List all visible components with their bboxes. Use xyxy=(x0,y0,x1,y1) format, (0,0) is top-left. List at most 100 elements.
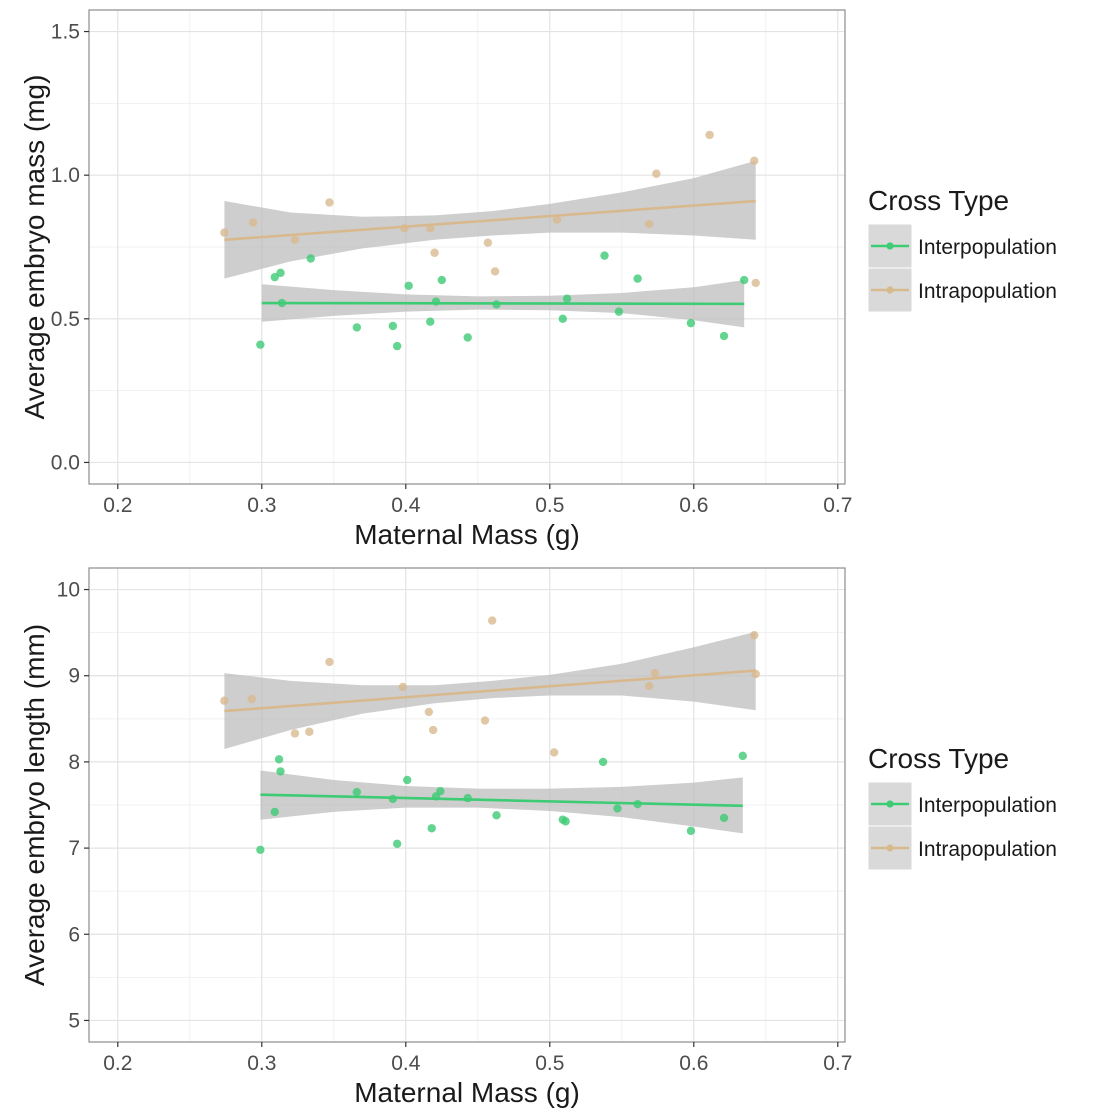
legend-entry-label: Intrapopulation xyxy=(918,838,1057,861)
data-point xyxy=(719,813,729,823)
data-point xyxy=(633,274,642,283)
data-point xyxy=(750,631,759,640)
data-point xyxy=(644,681,654,691)
data-point xyxy=(480,716,490,725)
data-point xyxy=(437,275,446,285)
data-point xyxy=(740,275,749,285)
data-point xyxy=(686,826,696,836)
data-point xyxy=(325,657,334,667)
series-intrapopulation-points xyxy=(220,130,760,288)
fit-line-interpopulation xyxy=(260,793,743,808)
data-point xyxy=(492,811,501,820)
data-point xyxy=(614,307,624,316)
y-tick-label: 0.5 xyxy=(51,308,80,331)
data-point xyxy=(290,729,300,738)
legend-key-point xyxy=(886,844,894,852)
y-tick-label: 10 xyxy=(57,579,80,602)
series-interpopulation-points xyxy=(256,251,749,351)
legend-title: Cross Type xyxy=(868,185,1009,216)
data-point xyxy=(562,294,572,303)
fit-line-intrapopulation xyxy=(224,199,756,242)
confidence-band-interpopulation xyxy=(260,770,743,834)
data-point xyxy=(325,198,334,207)
fit-line-intrapopulation xyxy=(224,669,756,713)
x-tick-label: 0.2 xyxy=(103,1052,132,1075)
data-point xyxy=(276,767,285,776)
data-point xyxy=(305,727,314,736)
legend-key-point xyxy=(886,242,894,250)
data-point xyxy=(613,804,622,813)
y-tick-label: 9 xyxy=(68,665,80,688)
data-point xyxy=(403,775,412,785)
data-point xyxy=(424,707,434,717)
y-tick-label: 6 xyxy=(68,923,80,946)
x-tick-label: 0.5 xyxy=(535,1052,564,1075)
data-point xyxy=(598,757,608,767)
data-point xyxy=(490,267,500,276)
data-point xyxy=(270,272,279,282)
data-point xyxy=(751,278,760,288)
data-point xyxy=(427,824,436,833)
data-point xyxy=(436,787,445,796)
x-tick-label: 0.7 xyxy=(823,494,852,517)
series-interpopulation-points xyxy=(256,751,747,855)
panel-border xyxy=(88,567,846,1043)
x-tick-label: 0.4 xyxy=(391,1052,421,1075)
data-point xyxy=(750,156,759,166)
y-tick-label: 7 xyxy=(68,837,80,860)
data-point xyxy=(488,616,497,625)
data-point xyxy=(483,238,493,247)
data-point xyxy=(276,268,285,278)
data-point xyxy=(306,254,315,263)
data-point xyxy=(705,130,714,140)
data-point xyxy=(220,228,229,237)
data-point xyxy=(220,696,229,705)
data-point xyxy=(652,169,661,178)
y-axis-title: Average embryo length (mm) xyxy=(19,624,50,986)
data-point xyxy=(600,251,609,260)
data-point xyxy=(248,218,258,227)
y-tick-label: 1.0 xyxy=(51,164,80,187)
data-point xyxy=(392,341,402,351)
series-intrapopulation-points xyxy=(220,616,760,757)
data-point xyxy=(686,318,696,328)
x-tick-label: 0.3 xyxy=(247,1052,276,1075)
x-axis-title: Maternal Mass (g) xyxy=(354,1077,580,1108)
x-tick-label: 0.6 xyxy=(679,1052,708,1075)
legend-title: Cross Type xyxy=(868,743,1009,774)
legend-key-point xyxy=(886,286,894,294)
data-point xyxy=(549,748,559,757)
y-tick-label: 8 xyxy=(68,751,80,774)
y-tick-label: 5 xyxy=(68,1009,80,1032)
data-point xyxy=(428,725,438,735)
legend: Cross Type Interpopulation Intrapopulation xyxy=(867,743,1057,871)
y-tick-label: 1.5 xyxy=(51,21,80,44)
x-tick-label: 0.3 xyxy=(247,494,276,517)
data-point xyxy=(256,845,265,855)
data-point xyxy=(650,668,660,678)
data-point xyxy=(463,333,472,342)
x-tick-label: 0.6 xyxy=(679,494,708,517)
data-point xyxy=(270,807,279,817)
data-point xyxy=(352,787,362,797)
data-point xyxy=(430,248,439,257)
legend-entry-label: Intrapopulation xyxy=(918,280,1057,303)
data-point xyxy=(392,839,402,848)
data-point xyxy=(404,281,413,290)
x-tick-label: 0.2 xyxy=(103,494,132,517)
data-point xyxy=(561,817,570,826)
panel-border xyxy=(88,9,846,485)
chart-embryo-length: 0.2 0.3 0.4 0.5 0.6 0.7 5 6 7 8 9 10 Maternal Mass (… xyxy=(19,567,1057,1108)
data-point xyxy=(644,219,654,229)
data-point xyxy=(426,317,435,326)
data-point xyxy=(558,314,567,324)
y-tick-label: 0.0 xyxy=(51,451,80,474)
fit-line-interpopulation xyxy=(261,301,745,306)
legend-entry-label: Interpopulation xyxy=(918,794,1057,817)
data-point xyxy=(719,331,729,341)
y-axis-title: Average embryo mass (mg) xyxy=(19,75,50,420)
data-point xyxy=(388,321,398,331)
x-axis-title: Maternal Mass (g) xyxy=(354,519,580,550)
x-tick-label: 0.4 xyxy=(391,494,421,517)
